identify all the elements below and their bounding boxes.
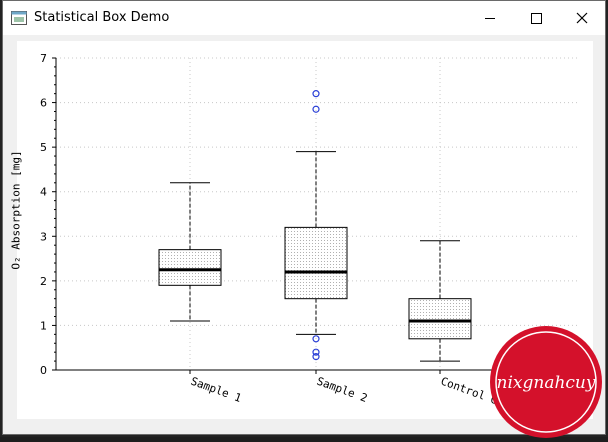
outlier-point <box>312 90 320 98</box>
iqr-box <box>284 226 348 300</box>
y-tick-label: 3 <box>40 230 47 243</box>
y-tick-label: 6 <box>40 97 47 110</box>
y-tick-label: 7 <box>40 52 47 65</box>
box-3 <box>408 240 472 362</box>
outlier-point <box>312 105 320 113</box>
outlier-point <box>312 348 320 356</box>
x-tick-label: Sample 2 <box>315 375 369 405</box>
x-tick-label: Sample 1 <box>189 375 243 405</box>
iqr-box <box>158 249 222 286</box>
close-button[interactable] <box>559 1 605 35</box>
outlier-point <box>312 353 320 361</box>
y-tick-label: 4 <box>40 186 47 199</box>
box-2 <box>284 90 348 361</box>
boxes-layer <box>158 90 472 362</box>
y-tick-label: 1 <box>40 319 47 332</box>
app-window-icon <box>11 11 27 25</box>
maximize-button[interactable] <box>513 1 559 35</box>
maximize-icon <box>531 13 542 24</box>
minimize-button[interactable] <box>467 1 513 35</box>
watermark-text: nixgnahcuy <box>497 373 596 393</box>
y-tick-label: 5 <box>40 141 47 154</box>
y-tick-label: 0 <box>40 364 47 377</box>
close-icon <box>576 12 588 24</box>
y-tick-label: 2 <box>40 275 47 288</box>
window-title: Statistical Box Demo <box>34 10 170 25</box>
iqr-box <box>408 298 472 340</box>
box-1 <box>158 182 222 322</box>
outlier-point <box>312 335 320 343</box>
watermark-seal: nixgnahcuy <box>490 326 602 438</box>
title-bar[interactable]: Statistical Box Demo <box>3 1 605 35</box>
y-axis-label: O₂ Absorption [mg] <box>9 150 23 270</box>
minimize-icon <box>485 18 495 19</box>
axes <box>52 57 578 374</box>
